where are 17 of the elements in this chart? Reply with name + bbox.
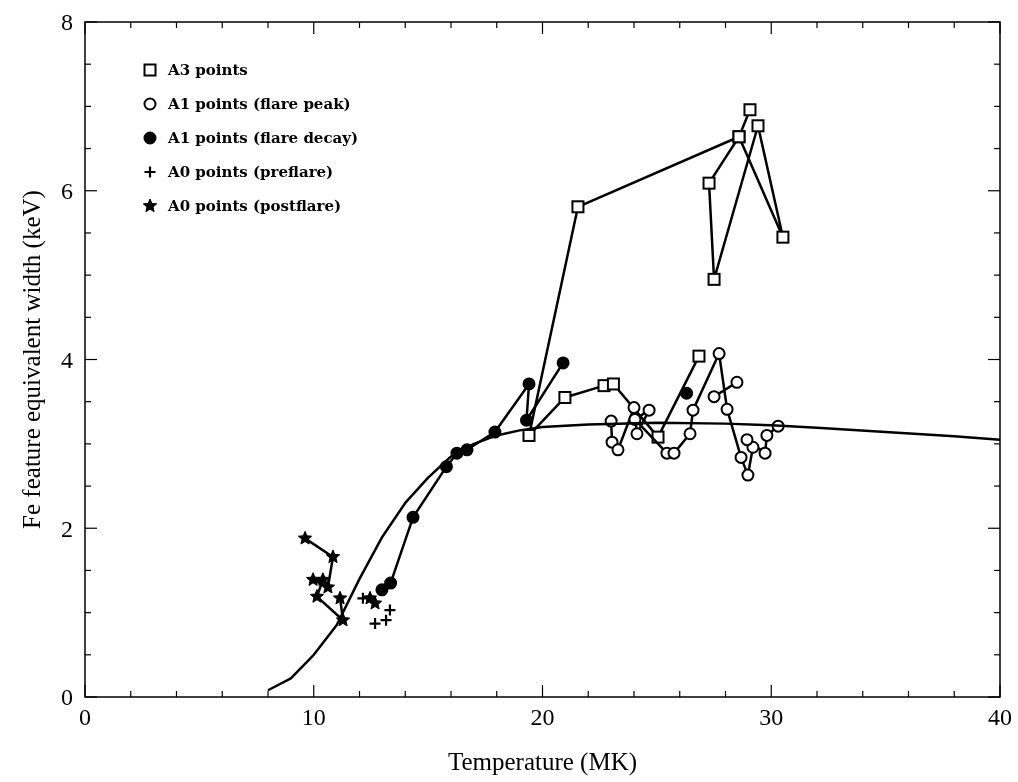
x-tick-label: 20: [530, 704, 555, 730]
legend-label: A3 points: [167, 61, 248, 80]
y-tick-label: 2: [61, 515, 73, 542]
x-tick-label: 0: [79, 704, 91, 730]
x-tick-label: 40: [988, 704, 1012, 730]
y-tick-label: 0: [61, 684, 73, 711]
x-tick-label: 30: [759, 704, 784, 730]
y-tick-label: 6: [61, 178, 73, 205]
legend-label: A1 points (flare peak): [167, 95, 351, 114]
y-tick-label: 8: [61, 9, 73, 36]
y-tick-label: 4: [61, 346, 73, 373]
legend-label: A0 points (preflare): [167, 163, 334, 182]
x-axis-title: Temperature (MK): [447, 748, 638, 776]
legend-label: A1 points (flare decay): [167, 129, 359, 148]
y-axis-title: Fe feature equivalent width (keV): [18, 190, 46, 529]
x-tick-label: 10: [301, 704, 326, 730]
legend-label: A0 points (postflare): [167, 197, 342, 216]
